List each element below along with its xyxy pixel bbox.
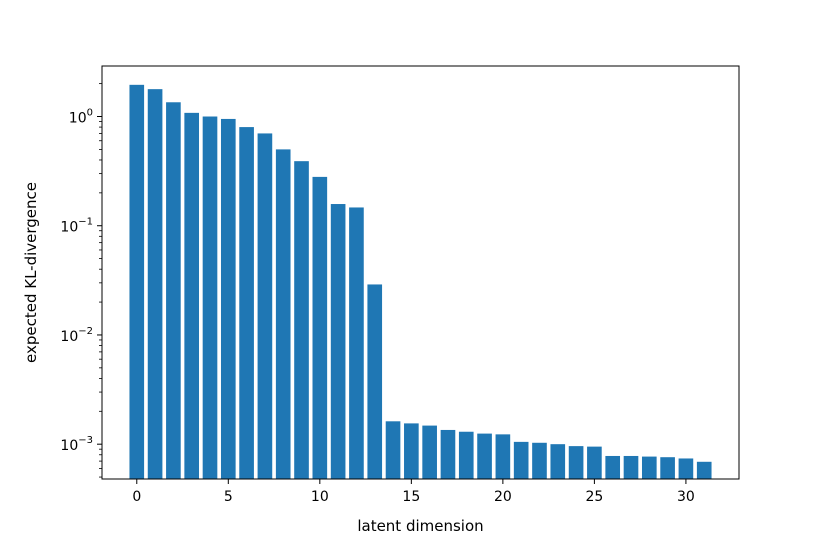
y-ticks-group: 100 10−1 10−2 10−3 [60,83,102,478]
x-tick-label: 25 [585,489,603,505]
bar-26 [605,455,621,479]
bar-3 [184,112,200,480]
x-tick-label: 20 [494,489,512,505]
bar-22 [532,442,547,479]
y-axis-label: expected KL-divergence [22,182,40,363]
y-tick-label: 100 [69,108,93,127]
bar-23 [550,444,566,479]
bar-29 [660,457,675,479]
axes-frame [101,65,740,480]
bar-12 [349,207,364,479]
bar-17 [440,429,456,479]
bar-28 [641,456,657,479]
bar-24 [568,446,584,479]
bar-25 [587,446,602,479]
bar-4 [202,116,218,479]
bar-16 [422,425,437,479]
bar-13 [367,284,383,479]
bar-31 [696,461,712,479]
x-axis-label: latent dimension [357,517,483,535]
bar-18 [458,431,474,479]
bar-1 [147,89,163,480]
bar-19 [477,433,492,479]
y-tick-label: 10−2 [60,326,93,345]
bar-11 [330,204,346,479]
bar-10 [312,176,328,479]
bar-7 [257,133,273,479]
x-tick-label: 5 [224,489,233,505]
bar-14 [385,421,401,479]
bar-15 [404,423,419,479]
bar-21 [513,441,529,479]
x-tick-label: 30 [677,489,695,505]
y-tick-label: 10−1 [60,217,93,236]
x-tick-label: 15 [402,489,420,505]
x-tick-label: 0 [132,489,141,505]
x-ticks-group: 0 5 10 15 20 25 30 [132,479,695,505]
x-tick-label: 10 [311,489,329,505]
bar-0 [129,84,145,479]
bar-8 [275,149,291,479]
bars-group [129,84,712,480]
bar-30 [678,458,694,479]
bar-5 [220,118,236,479]
bar-20 [495,434,511,479]
bar-6 [239,127,254,479]
bar-9 [294,161,309,480]
bar-27 [623,455,639,479]
y-tick-label: 10−3 [60,435,93,454]
bar-2 [166,102,181,480]
